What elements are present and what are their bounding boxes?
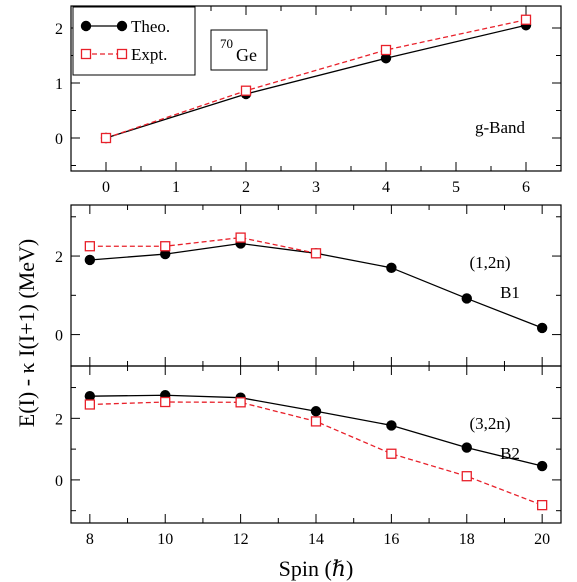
legend: Theo. Expt. <box>72 6 196 76</box>
data-point-expt <box>100 132 112 144</box>
data-point-theo <box>84 254 96 266</box>
y-tick-label: 2 <box>55 411 63 428</box>
data-point-expt <box>310 248 322 259</box>
y-tick-label: 0 <box>55 131 63 148</box>
data-point-expt <box>461 471 472 482</box>
data-point-theo <box>536 460 548 472</box>
legend-label-expt: Expt. <box>131 45 167 64</box>
x-tick-label: 20 <box>534 531 550 548</box>
x-tick-label: 10 <box>157 531 173 548</box>
x-tick-label: 8 <box>86 531 94 548</box>
panel-annotation: (1,2n) <box>469 253 510 272</box>
data-point-theo <box>386 420 397 431</box>
data-point-expt <box>235 232 246 243</box>
x-axis-title: Spin (ℏ) <box>279 556 354 581</box>
data-point-expt <box>84 241 95 252</box>
y-tick-label: 0 <box>55 473 63 490</box>
legend-marker-expt-end <box>116 48 128 60</box>
series-line-theo <box>105 24 527 139</box>
nucleus-element: Ge <box>236 45 257 65</box>
data-point-expt <box>310 416 322 427</box>
data-point-expt <box>235 397 246 408</box>
data-point-expt <box>380 44 392 56</box>
data-point-theo <box>386 262 397 274</box>
x-tick-label: 18 <box>459 531 475 548</box>
data-point-theo <box>380 53 392 64</box>
y-axis-title: E(I) - κ I(I+1) (MeV) <box>14 239 39 427</box>
data-point-expt <box>84 399 95 410</box>
data-point-theo <box>160 248 171 260</box>
panel-annotation: B1 <box>500 283 520 302</box>
data-point-expt <box>386 448 397 459</box>
data-point-expt <box>520 14 532 25</box>
x-tick-label: 2 <box>242 179 250 196</box>
legend-marker-theo <box>80 20 92 32</box>
x-tick-label: 14 <box>308 531 324 548</box>
data-point-expt <box>160 396 171 408</box>
x-tick-label: 16 <box>383 531 399 548</box>
data-point-theo <box>84 390 96 402</box>
plot-frame <box>70 365 562 524</box>
data-point-expt <box>160 241 171 252</box>
y-tick-label: 2 <box>55 249 63 266</box>
legend-frame <box>72 6 196 76</box>
x-tick-label: 1 <box>172 179 180 196</box>
nucleus-frame <box>210 29 268 71</box>
x-tick-label: 0 <box>102 179 110 196</box>
series-line-expt <box>105 19 527 139</box>
panel-annotation: g-Band <box>475 118 526 137</box>
panel-g-band: 0 1 2 0 1 2 3 4 5 6 g-Band <box>55 5 562 196</box>
y-tick-label: 2 <box>55 21 63 38</box>
data-point-theo <box>461 293 472 304</box>
x-tick-label: 12 <box>233 531 249 548</box>
nucleus-label-box: 70 Ge <box>210 29 268 71</box>
plot-frame <box>70 204 562 367</box>
data-point-theo <box>461 442 472 453</box>
legend-marker-theo-end <box>116 20 128 32</box>
data-point-expt <box>537 499 548 511</box>
data-point-theo <box>536 322 548 334</box>
series-line-expt <box>89 236 317 254</box>
panel-b2: 0 2 8 10 12 14 16 18 20 (3,2n) B2 <box>55 365 562 548</box>
panel-annotation: (3,2n) <box>469 414 510 433</box>
x-tick-label: 6 <box>522 179 530 196</box>
x-tick-label: 3 <box>312 179 320 196</box>
x-tick-label: 4 <box>382 179 390 196</box>
panel-b1: 0 2 (1,2n) B1 <box>55 204 562 367</box>
legend-marker-expt <box>80 48 92 60</box>
y-tick-label: 1 <box>55 76 63 93</box>
y-tick-label: 0 <box>55 328 63 345</box>
x-tick-label: 5 <box>452 179 460 196</box>
data-point-theo <box>310 406 322 417</box>
legend-label-theo: Theo. <box>131 17 170 36</box>
panel-annotation: B2 <box>500 444 520 463</box>
data-point-expt <box>240 85 252 96</box>
nucleus-mass-number: 70 <box>220 36 233 51</box>
